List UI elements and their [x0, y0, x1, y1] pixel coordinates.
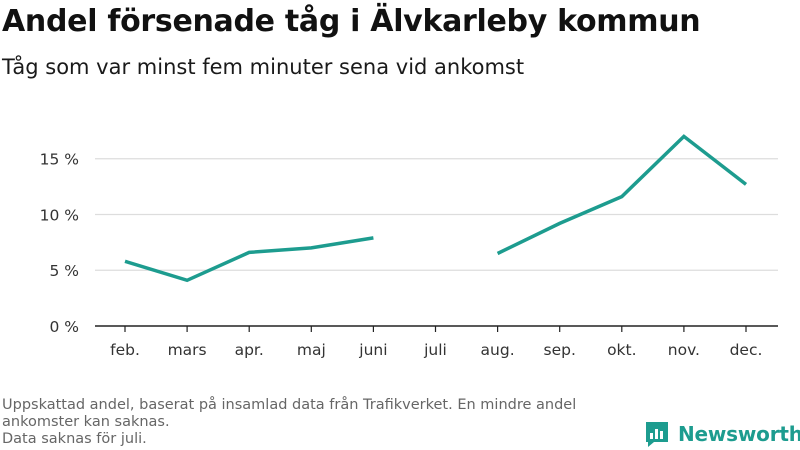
y-axis-tick-labels: 0 % 5 % 10 % 15 % — [40, 151, 79, 336]
series-lines — [124, 134, 748, 283]
footnote-line-2: Data saknas för juli. — [2, 431, 147, 447]
footnote-line-1: Uppskattad andel, baserat på insamlad da… — [2, 397, 577, 430]
series-line-segment — [124, 236, 374, 283]
x-tick-label: dec. — [730, 341, 763, 359]
y-tick-label: 15 % — [40, 151, 79, 169]
x-tick-label: okt. — [607, 341, 636, 359]
chart-subtitle: Tåg som var minst fem minuter sena vid a… — [2, 55, 525, 79]
y-tick-label: 5 % — [49, 262, 79, 280]
brand-logo: Newsworthy — [644, 419, 800, 449]
footnote: Uppskattad andel, baserat på insamlad da… — [2, 397, 642, 448]
y-tick-label: 10 % — [40, 206, 79, 224]
x-tick-label: feb. — [110, 341, 140, 359]
y-tick-label: 0 % — [49, 318, 79, 336]
bar-chart-bubble-icon — [646, 422, 668, 447]
x-tick-label: juli — [423, 341, 447, 359]
x-tick-label: juni — [358, 341, 387, 359]
x-tick-label: mars — [168, 341, 207, 359]
x-axis: feb. mars apr. maj juni juli aug. sep. okt. nov. d… — [95, 325, 778, 359]
x-tick-label: aug. — [481, 341, 515, 359]
x-tick-label: sep. — [544, 341, 576, 359]
chart-title: Andel försenade tåg i Älvkarleby kommun — [2, 4, 701, 39]
x-tick-label: apr. — [235, 341, 264, 359]
x-tick-label: maj — [297, 341, 326, 359]
series-line-segment — [496, 134, 748, 256]
brand-name: Newsworthy — [678, 422, 800, 446]
x-tick-label: nov. — [668, 341, 700, 359]
gridlines — [95, 158, 778, 271]
